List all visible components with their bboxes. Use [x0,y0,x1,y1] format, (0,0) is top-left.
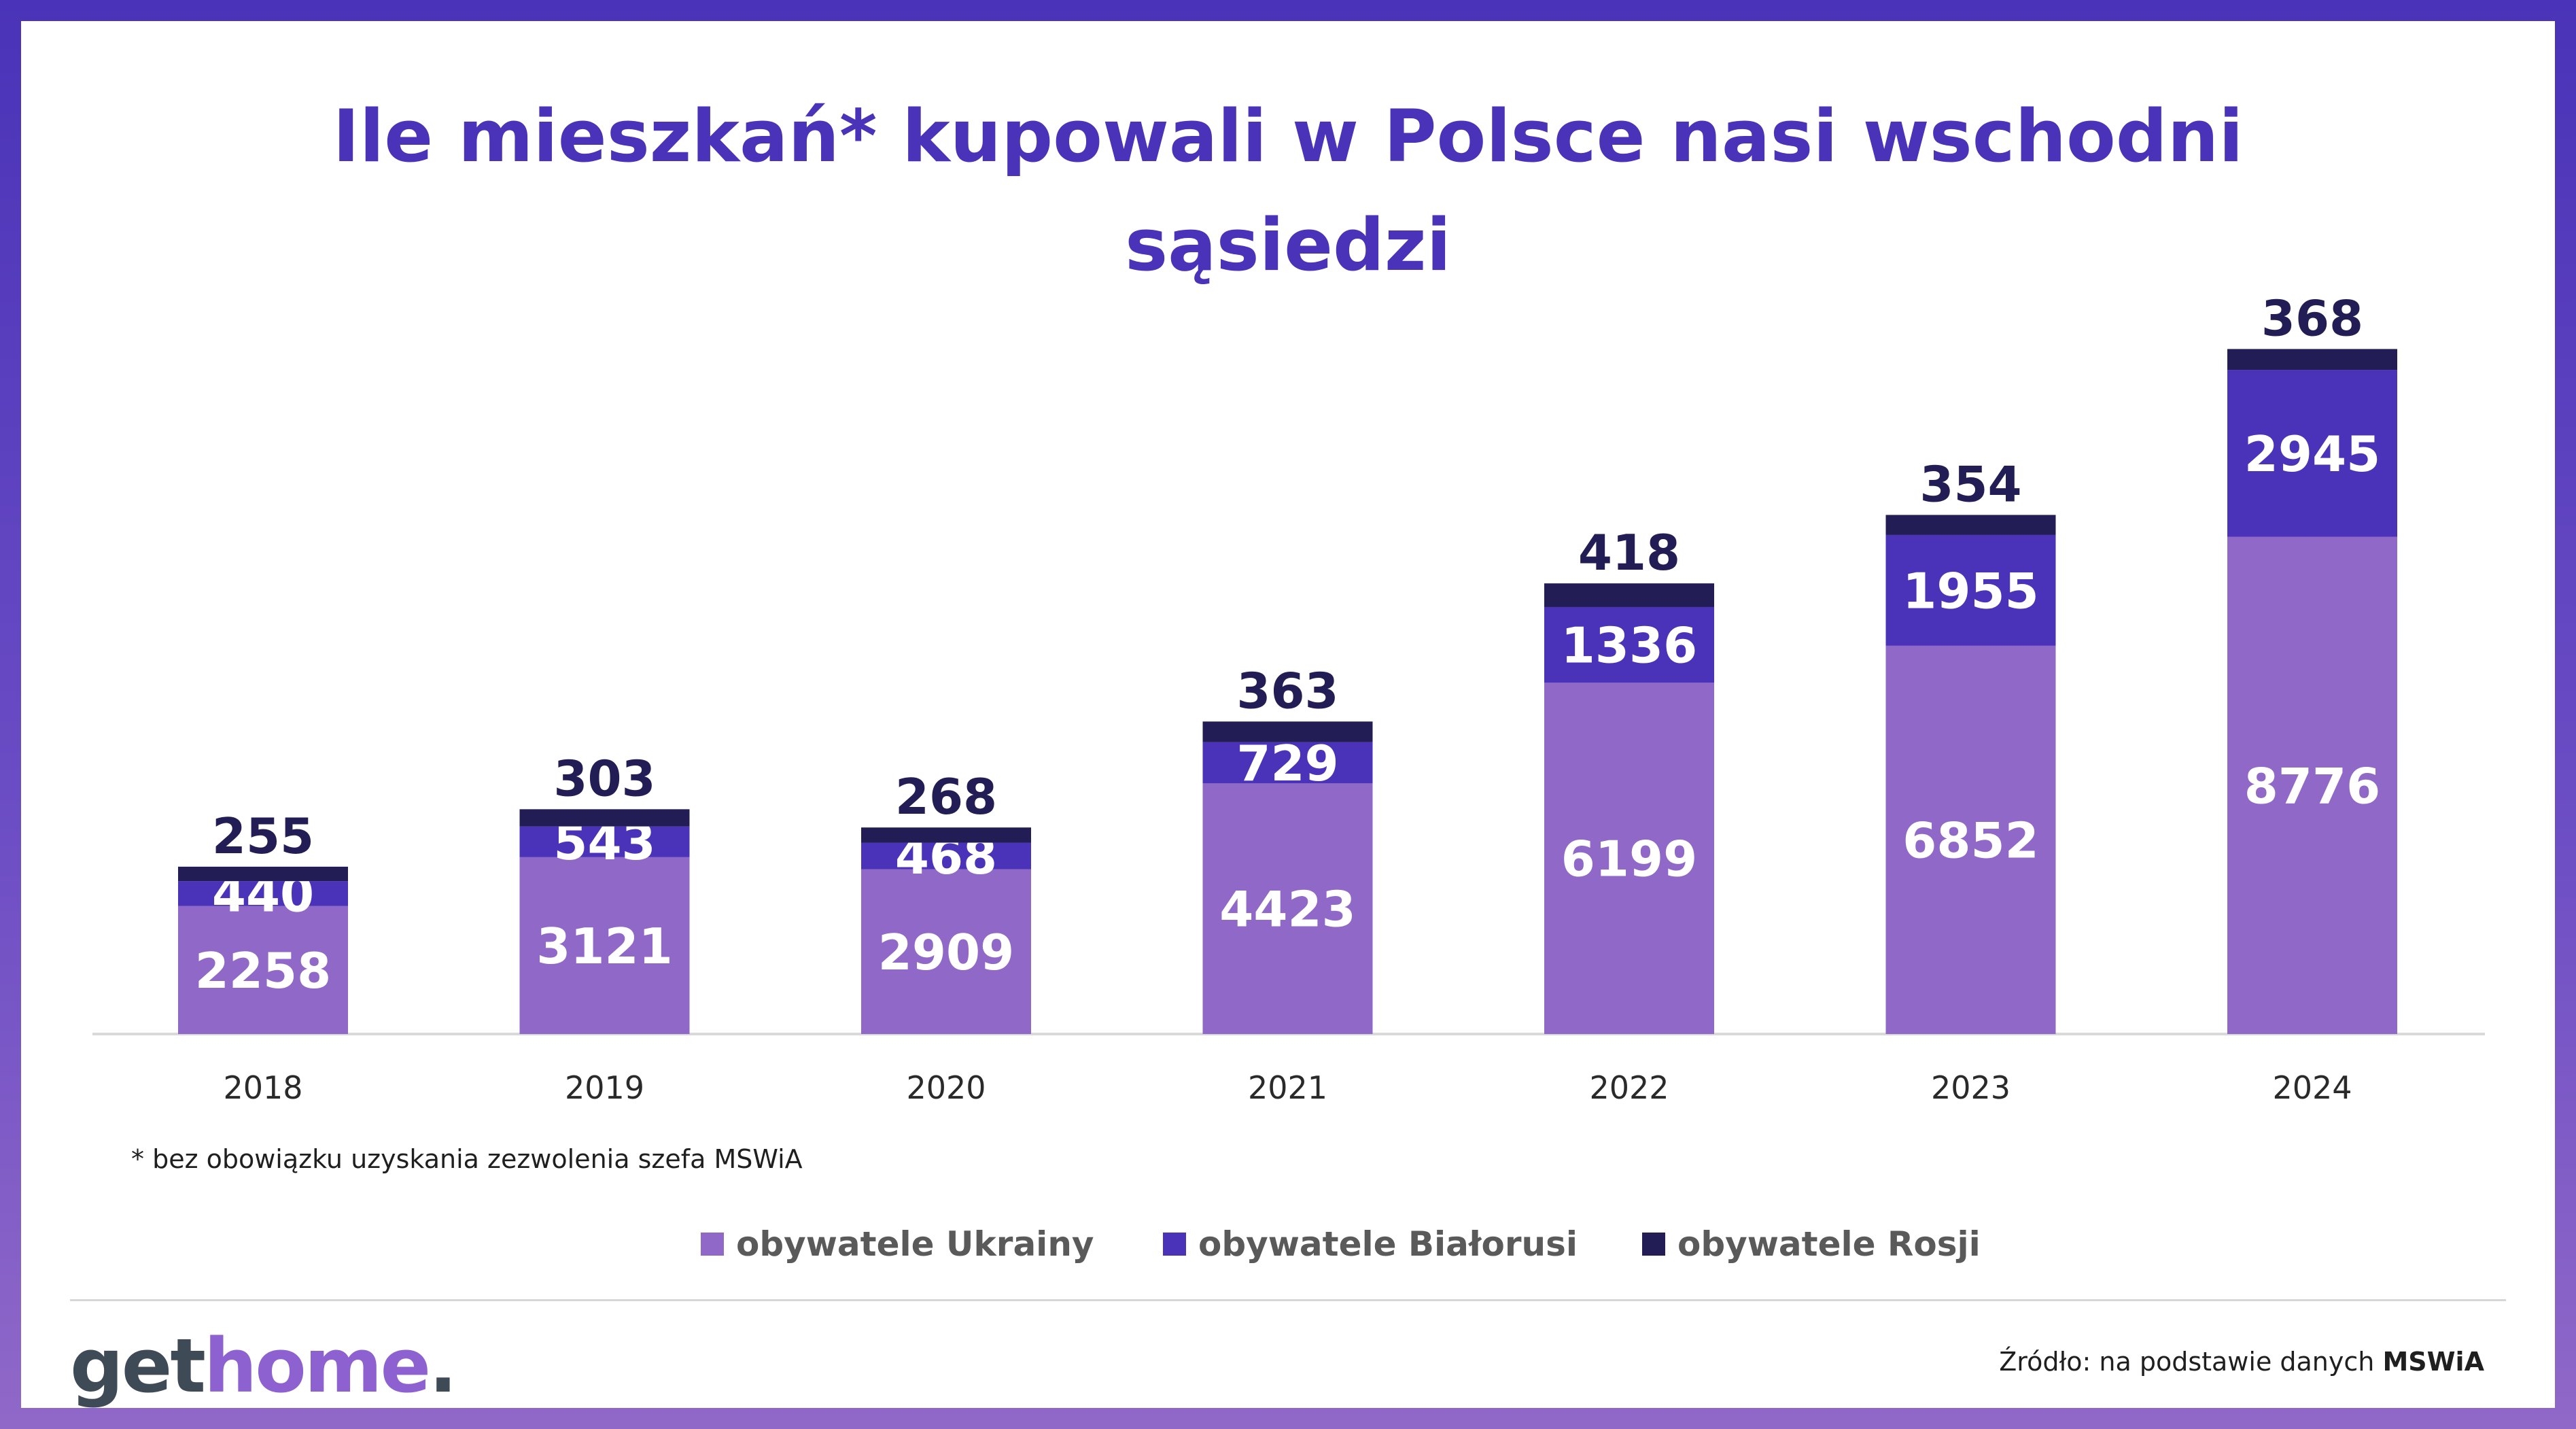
source-prefix: Źródło: na podstawie danych [1999,1347,2383,1377]
data-label-russia-2023: 354 [1919,455,2021,513]
bar-segment-ukraine-2024 [2227,536,2397,1034]
bar-segment-ukraine-2018 [178,906,348,1034]
bar-segment-belarus-2020 [861,842,1031,870]
chart-card: Ile mieszkań* kupowali w Polsce nasi wsc… [21,21,2555,1409]
stacked-bar-chart: 2258440255201831215433032019290946826820… [92,290,2485,1106]
source-bold: MSWiA [2382,1347,2484,1377]
source-note: Źródło: na podstawie danych MSWiA [1999,1347,2484,1377]
legend-item-russia: obywatele Rosji [1642,1224,1981,1264]
legend-item-belarus: obywatele Białorusi [1163,1224,1578,1264]
bar-segment-ukraine-2021 [1202,783,1373,1034]
bar-segment-ukraine-2020 [861,869,1031,1034]
x-tick-label-2021: 2021 [1248,1069,1327,1106]
bar-segment-belarus-2022 [1544,606,1714,683]
legend-swatch-ukraine [701,1233,724,1256]
bar-segment-ukraine-2019 [519,857,690,1034]
bar-segment-russia-2018 [178,866,348,882]
bar-segment-belarus-2019 [519,826,690,857]
x-tick-label-2024: 2024 [2272,1069,2352,1106]
data-label-ukraine-2023: 6852 [1902,812,2038,869]
x-tick-label-2018: 2018 [223,1069,302,1106]
legend-swatch-belarus [1163,1233,1186,1256]
logo-part-get: get [70,1322,206,1409]
logo-part-home: home [203,1322,431,1409]
gethome-logo: gethome. [70,1318,457,1413]
data-label-russia-2019: 303 [553,750,655,807]
bar-segment-russia-2022 [1544,583,1714,607]
x-tick-label-2022: 2022 [1589,1069,1669,1106]
data-label-belarus-2021: 729 [1236,735,1338,792]
bar-segment-ukraine-2023 [1885,645,2056,1034]
data-label-belarus-2022: 1336 [1561,617,1697,674]
bar-segment-russia-2023 [1885,515,2056,535]
data-label-belarus-2023: 1955 [1902,562,2038,619]
chart-title-line-2: sąsiedzi [1125,203,1451,287]
data-label-ukraine-2024: 8776 [2244,757,2380,814]
x-tick-label-2020: 2020 [906,1069,986,1106]
bar-segment-ukraine-2022 [1544,683,1714,1034]
chart-title: Ile mieszkań* kupowali w Polsce nasi wsc… [21,82,2555,300]
data-label-ukraine-2019: 3121 [536,918,672,975]
logo-part-dot: . [429,1322,457,1409]
legend-swatch-russia [1642,1233,1665,1256]
data-label-russia-2020: 268 [895,768,997,825]
footer-divider [70,1299,2506,1301]
footnote: * bez obowiązku uzyskania zezwolenia sze… [131,1144,803,1174]
bar-segment-belarus-2024 [2227,370,2397,537]
bar-segment-belarus-2018 [178,881,348,906]
data-label-russia-2024: 368 [2261,290,2363,347]
data-label-ukraine-2021: 4423 [1219,881,1355,938]
legend-label-belarus: obywatele Białorusi [1198,1224,1578,1264]
legend-item-ukraine: obywatele Ukrainy [701,1224,1094,1264]
bar-segment-russia-2021 [1202,721,1373,742]
bar-segment-belarus-2021 [1202,742,1373,784]
bar-segment-russia-2020 [861,827,1031,843]
legend-label-russia: obywatele Rosji [1677,1224,1981,1264]
chart-title-line-1: Ile mieszkań* kupowali w Polsce nasi wsc… [332,94,2244,178]
legend-label-ukraine: obywatele Ukrainy [736,1224,1094,1264]
legend: obywatele Ukrainy obywatele Białorusi ob… [21,1224,2555,1279]
data-label-ukraine-2022: 6199 [1561,831,1697,888]
data-label-belarus-2024: 2945 [2244,426,2380,483]
bar-segment-russia-2019 [519,809,690,827]
x-tick-label-2019: 2019 [565,1069,644,1106]
data-label-ukraine-2018: 2258 [195,942,331,999]
x-tick-label-2023: 2023 [1931,1069,2011,1106]
bar-segment-russia-2024 [2227,349,2397,371]
bar-segment-belarus-2023 [1885,534,2056,646]
data-label-ukraine-2020: 2909 [878,924,1014,981]
data-label-russia-2018: 255 [212,808,314,865]
data-label-russia-2022: 418 [1578,524,1680,581]
data-label-russia-2021: 363 [1236,662,1338,719]
